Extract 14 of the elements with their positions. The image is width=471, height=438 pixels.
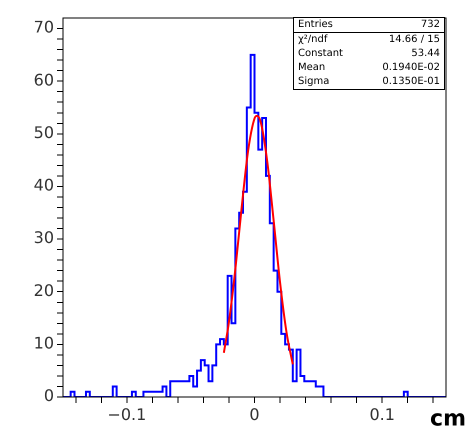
line-series	[222, 114, 294, 366]
x-axis-title: cm	[430, 406, 466, 432]
x-tick-label: 0	[249, 404, 260, 424]
stats-box: Entries 732 χ²/ndf 14.66 / 15 Constant 53.44 Mean 0.1940E-02 Sigma 0.1350E-01	[293, 17, 445, 90]
y-tick-label: 70	[34, 18, 54, 37]
y-tick-label: 60	[34, 70, 54, 90]
x-tick-label: 0.1	[369, 404, 395, 424]
x-tick-label: −0.1	[107, 404, 146, 424]
y-tick-label: 30	[34, 228, 54, 248]
y-tick-label: 10	[34, 334, 54, 353]
y-tick-label: 20	[34, 280, 54, 300]
y-tick-label: 50	[34, 122, 54, 142]
y-tick-label: 0	[44, 386, 54, 406]
y-tick-label: 40	[34, 176, 54, 195]
